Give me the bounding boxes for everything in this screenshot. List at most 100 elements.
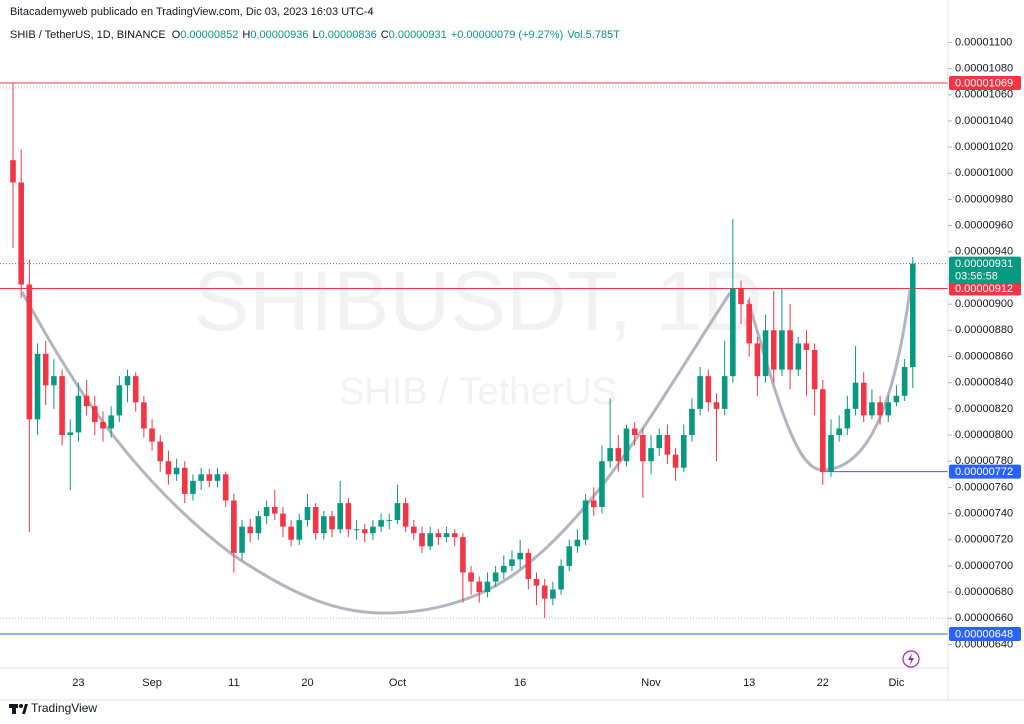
candle-body [427,533,433,547]
candle-body [607,448,613,462]
candle-body [312,507,319,534]
candle-body [402,503,409,527]
price-label-box [949,626,1021,641]
y-tick-label: 0.00000980 [955,193,1013,205]
y-tick-label: 0.00001020 [955,141,1013,153]
candle-body [337,503,343,530]
candle-body [672,454,679,468]
candle-body [116,385,123,416]
candle-body [247,526,254,534]
legend-volume: Vol.5.785T [567,29,620,41]
candle-body [820,389,826,472]
candle-body [852,382,859,409]
y-tick-label: 0.00000900 [955,298,1013,310]
candle-body [255,516,262,534]
candle-body [67,432,74,436]
y-tick-label: 0.00000960 [955,220,1013,232]
price-labels: 0.00001069 0.00000912 0.00000772 0.00000648… [949,75,1021,641]
event-icon[interactable] [902,650,920,668]
countdown: 03:56:58 [955,270,998,282]
x-tick-label: 16 [514,677,526,689]
y-tick-label: 0.00001040 [955,115,1013,127]
candle-body [901,366,908,396]
y-tick-label: 0.00000840 [955,377,1013,389]
price-label: 0.00000912 [955,283,1013,295]
candle-body [550,589,556,599]
candles [10,82,916,619]
candle-body [411,526,417,534]
candle-body [173,467,180,475]
candle-body [623,428,630,462]
candle-body [828,435,834,472]
candle-body [149,428,155,442]
candle-body [222,474,229,501]
y-tick-label: 0.00000660 [955,612,1013,624]
candle-body [836,428,842,436]
legend-key: L [312,29,318,41]
y-tick-label: 0.00000640 [955,638,1013,650]
candle-body [746,304,752,344]
candle-body [435,533,442,538]
candle-body [231,500,237,553]
candle-body [92,406,98,422]
watermark: SHIBUSDT, 1D SHIB / TetherUS [193,254,762,413]
candle-body [730,288,736,377]
candle-body [394,503,401,521]
price-label-box [949,75,1021,90]
candle-body [271,507,278,514]
y-tick-label: 0.00000780 [955,455,1013,467]
candle-body [141,402,147,429]
candle-body [263,507,270,517]
candle-body [599,461,605,508]
candle-body [100,421,106,429]
candle-body [541,585,548,599]
x-tick-label: 22 [817,677,829,689]
candle-body [132,376,139,403]
candle-body [353,529,360,531]
brand-logo [9,704,28,714]
candle-body [787,330,793,370]
candle-body [468,572,474,582]
y-tick-label: 0.00000760 [955,481,1013,493]
candle-body [689,408,695,436]
candle-body [680,435,687,468]
candle-body [59,376,65,436]
y-tick-label: 0.00001080 [955,62,1013,74]
candle-body [885,402,892,416]
x-tick-label: Dic [888,677,904,689]
candle-body [370,526,376,534]
price-label-box [949,464,1021,479]
candle-body [648,448,654,462]
candle-body [288,526,294,540]
candle-body [803,343,810,350]
logo-part [12,704,16,714]
candle-body [713,402,720,409]
y-tick-label: 0.00000880 [955,324,1013,336]
candle-body [329,516,335,530]
candle-body [157,441,164,462]
last-price-label: 0.00000931 [955,258,1013,270]
candle-body [296,520,303,540]
candle-body [34,353,41,420]
event-icon-bolt [908,653,914,665]
candle-body [893,395,900,403]
candle-body [280,513,286,527]
candle-body [656,435,663,449]
y-tick-label: 0.00000820 [955,403,1013,415]
candle-body [664,435,671,455]
candle-body [770,330,777,370]
candle-body [51,376,57,386]
candle-body [460,537,466,573]
y-tick-label: 0.00001100 [955,36,1012,48]
candle-body [165,461,172,475]
candle-body [10,160,16,183]
candle-body [419,533,425,547]
candle-body [83,395,90,407]
candle-body [124,376,131,386]
candle-body [509,559,515,566]
candle-body [108,415,114,429]
candle-body [501,565,507,573]
last-price-box [949,256,1021,284]
candle-body [762,330,769,377]
y-tick-label: 0.00000700 [955,560,1013,572]
